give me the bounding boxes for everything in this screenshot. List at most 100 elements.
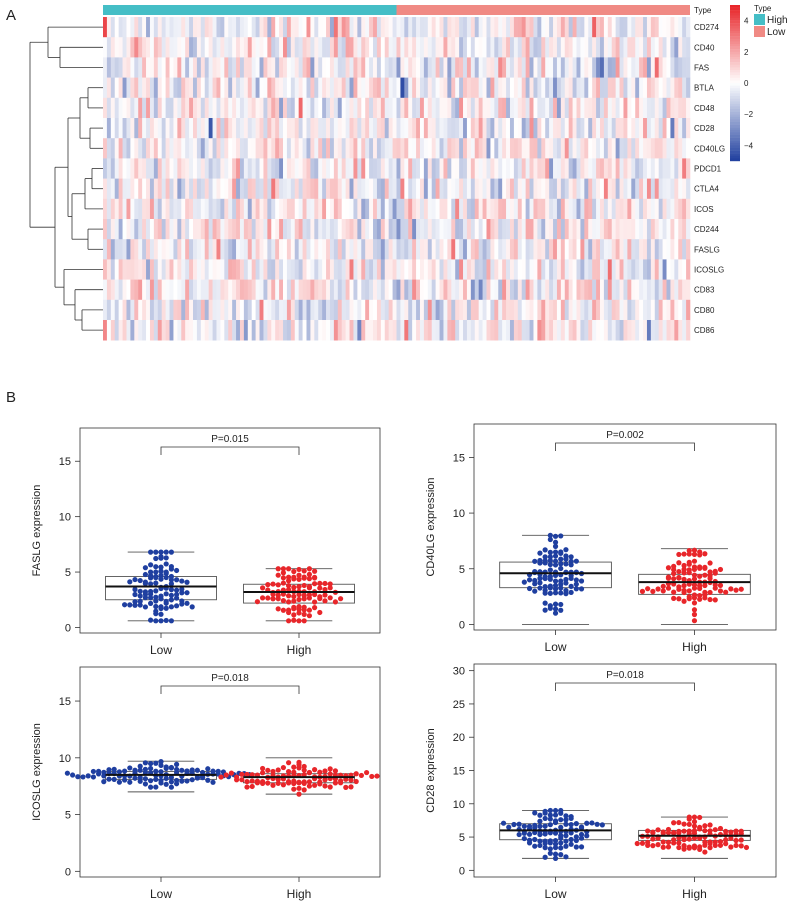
heatmap-cell (314, 219, 319, 240)
heatmap-cell (459, 259, 464, 280)
x-tick-label: High (287, 887, 312, 901)
data-point-high (691, 830, 698, 836)
colorbar-segment (730, 103, 740, 107)
heatmap-cell (490, 320, 495, 341)
heatmap-cell (639, 37, 644, 58)
heatmap-cell (165, 97, 170, 119)
heatmap-cell (635, 37, 640, 58)
y-tick-label: 30 (453, 666, 465, 678)
heatmap-cell (412, 320, 417, 341)
data-point-low (563, 561, 569, 567)
data-point-low (568, 815, 574, 821)
heatmap-cell (279, 320, 284, 341)
heatmap-cell (275, 259, 280, 280)
heatmap-cell (224, 118, 229, 139)
x-tick-label: Low (545, 887, 567, 901)
heatmap-cell (662, 320, 667, 341)
heatmap-cell (106, 198, 112, 220)
heatmap-cell (599, 198, 605, 220)
data-point-high (296, 596, 302, 603)
heatmap-cell (506, 77, 511, 99)
heatmap-cell (662, 198, 667, 220)
data-point-low (168, 573, 174, 580)
heatmap-cell (267, 118, 272, 139)
heatmap-cell (337, 239, 343, 260)
heatmap-cell (447, 97, 452, 119)
plot-frame (473, 423, 777, 631)
colorbar-segment (730, 49, 740, 52)
y-axis-label: CD28 expression (425, 728, 437, 812)
heatmap-cell (275, 299, 280, 321)
heatmap-cell (369, 320, 374, 341)
row-label: FASLG (694, 245, 720, 254)
heatmap-cell (525, 17, 530, 38)
heatmap-cell (502, 158, 507, 179)
heatmap-cell (318, 320, 323, 341)
heatmap-cell (251, 97, 256, 119)
data-point-high (280, 598, 286, 604)
heatmap-cell (439, 57, 444, 78)
heatmap-cell (228, 198, 233, 220)
heatmap-cell (545, 239, 550, 260)
heatmap-cell (455, 320, 460, 341)
heatmap-cell (271, 259, 276, 280)
heatmap-cell (173, 198, 178, 220)
heatmap-cell (392, 158, 397, 179)
heatmap-cell (236, 17, 241, 38)
heatmap-cell (419, 77, 425, 99)
heatmap-cell (208, 299, 213, 321)
heatmap-cell (588, 219, 593, 240)
heatmap-cell (185, 299, 190, 321)
heatmap-cell (572, 37, 577, 58)
heatmap-cell (259, 37, 264, 58)
heatmap-cell (412, 158, 417, 179)
heatmap-cell (251, 279, 256, 301)
heatmap-cell (322, 37, 327, 58)
heatmap-cell (588, 279, 593, 301)
heatmap-cell (165, 279, 170, 301)
heatmap-cell (506, 97, 511, 119)
heatmap-cell (134, 97, 139, 119)
heatmap-cell (326, 320, 331, 341)
data-point-low (547, 590, 553, 596)
data-point-low (132, 576, 138, 583)
heatmap-cell (208, 57, 213, 78)
heatmap-cell (627, 77, 632, 99)
heatmap-cell (521, 239, 526, 260)
heatmap-cell (509, 118, 515, 139)
data-point-high (634, 840, 640, 847)
heatmap-cell (208, 17, 213, 38)
heatmap-cell (126, 239, 131, 260)
data-point-low (558, 549, 564, 555)
heatmap-cell (169, 37, 174, 58)
heatmap-cell (181, 17, 186, 38)
heatmap-cell (161, 320, 166, 341)
heatmap-cell (408, 178, 413, 200)
heatmap-cell (596, 57, 601, 78)
data-point-high (723, 589, 729, 595)
heatmap-cell (623, 118, 628, 139)
heatmap-cell (580, 138, 585, 159)
data-point-high (686, 844, 692, 850)
heatmap-cell (146, 17, 151, 38)
data-point-low (174, 603, 180, 609)
heatmap-cell (380, 320, 386, 341)
data-point-high (317, 585, 323, 591)
heatmap-cell (220, 17, 225, 38)
heatmap-cell (404, 158, 409, 179)
data-point-low (142, 760, 148, 766)
data-point-high (301, 592, 307, 599)
heatmap-cell (329, 158, 335, 179)
heatmap-cell (482, 320, 487, 341)
heatmap-cell (517, 279, 523, 301)
data-point-low (573, 834, 579, 840)
heatmap-cell (232, 320, 237, 341)
heatmap-cell (560, 239, 566, 260)
heatmap-cell (513, 118, 519, 139)
data-point-high (691, 564, 698, 570)
heatmap-cell (193, 299, 198, 321)
heatmap-cell (419, 178, 425, 200)
heatmap-cell (431, 17, 436, 38)
colorbar-tick: 0 (744, 79, 749, 88)
